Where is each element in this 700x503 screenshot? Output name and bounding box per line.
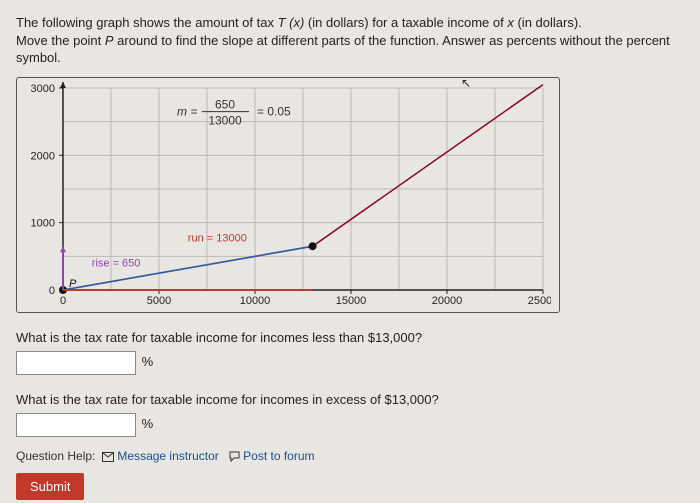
chat-icon	[229, 451, 240, 462]
svg-text:15000: 15000	[336, 295, 367, 307]
svg-text:10000: 10000	[240, 295, 271, 307]
message-instructor-link[interactable]: Message instructor	[117, 449, 218, 463]
mail-icon	[102, 452, 114, 462]
cursor-icon: ↖	[461, 76, 471, 90]
svg-text:13000: 13000	[208, 113, 242, 127]
svg-text:0: 0	[49, 285, 55, 297]
svg-text:= 0.05: = 0.05	[257, 104, 291, 118]
percent-label: %	[142, 416, 154, 431]
tax-chart[interactable]: 0 5000 10000 15000 20000 25000 1000 2000 3000 0 ru…	[21, 82, 551, 308]
svg-text:25000: 25000	[528, 295, 551, 307]
chart-frame: 0 5000 10000 15000 20000 25000 1000 2000 3000 0 ru…	[16, 77, 560, 313]
answer-1-input[interactable]	[16, 351, 136, 375]
svg-text:2000: 2000	[31, 150, 55, 162]
percent-label: %	[142, 354, 154, 369]
svg-text:0: 0	[60, 295, 66, 307]
svg-text:650: 650	[215, 97, 235, 111]
question-help: Question Help: Message instructor Post t…	[16, 449, 684, 463]
svg-text:20000: 20000	[432, 295, 463, 307]
svg-text:5000: 5000	[147, 295, 171, 307]
svg-text:1000: 1000	[31, 217, 55, 229]
question-1: What is the tax rate for taxable income …	[16, 329, 684, 375]
svg-text:P: P	[69, 278, 77, 290]
svg-text:m =: m =	[177, 104, 197, 118]
submit-button[interactable]: Submit	[16, 473, 84, 500]
answer-2-input[interactable]	[16, 413, 136, 437]
post-to-forum-link[interactable]: Post to forum	[243, 449, 314, 463]
svg-text:rise = 650: rise = 650	[92, 257, 141, 269]
question-2: What is the tax rate for taxable income …	[16, 391, 684, 437]
prompt-text: The following graph shows the amount of …	[16, 14, 684, 67]
svg-text:run = 13000: run = 13000	[188, 232, 247, 244]
svg-text:3000: 3000	[31, 83, 55, 95]
